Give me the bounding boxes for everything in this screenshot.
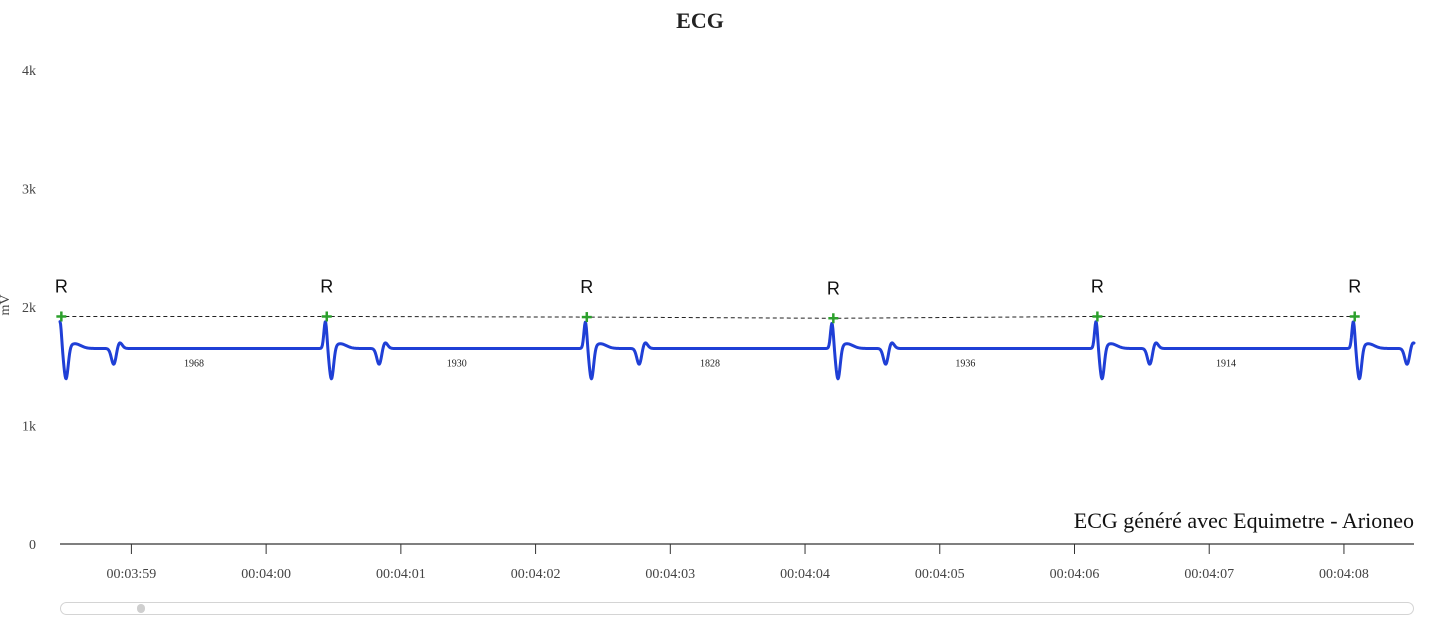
rr-interval-line <box>590 316 830 319</box>
x-tick-label: 00:04:06 <box>1050 567 1100 582</box>
r-peak-label: R <box>55 276 68 296</box>
rr-interval-label: 1914 <box>1216 358 1236 369</box>
y-axis-ticks: 0 1k 2k 3k 4k <box>22 64 36 553</box>
rr-interval-line <box>330 315 583 318</box>
x-tick-label: 00:04:05 <box>915 567 965 582</box>
chart-credit: ECG généré avec Equimetre - Arioneo <box>1074 508 1414 533</box>
rr-interval-label: 1968 <box>184 358 204 369</box>
rr-interval-labels: 1968 1930 1828 1936 1914 <box>184 358 1236 369</box>
r-peak-label: R <box>1091 276 1104 296</box>
r-peak-label: R <box>827 278 840 298</box>
x-tick-label: 00:04:04 <box>780 567 830 582</box>
ecg-series-line <box>58 320 1416 381</box>
y-tick-label: 3k <box>22 183 36 198</box>
time-scrollbar[interactable] <box>60 602 1414 615</box>
y-tick-label: 4k <box>22 64 36 79</box>
y-tick-label: 1k <box>22 420 36 435</box>
scrollbar-thumb[interactable] <box>137 604 145 613</box>
x-axis: 00:03:59 00:04:00 00:04:01 00:04:02 00:04:03… <box>60 543 1414 582</box>
chart-title: ECG <box>676 8 724 33</box>
x-tick-label: 00:04:03 <box>645 567 695 582</box>
y-tick-label: 0 <box>29 538 36 553</box>
r-peak-label: R <box>580 277 593 297</box>
rr-interval-lines <box>65 315 1351 319</box>
x-tick-label: 00:04:01 <box>376 567 426 582</box>
r-peak-label: R <box>320 276 333 296</box>
r-peak-label: R <box>1348 276 1361 296</box>
x-tick-label: 00:04:02 <box>511 567 561 582</box>
rr-interval-line <box>837 315 1094 319</box>
y-axis-label: mV <box>0 295 13 316</box>
rr-interval-label: 1930 <box>447 358 467 369</box>
rr-interval-label: 1828 <box>700 358 720 369</box>
x-tick-label: 00:04:07 <box>1184 567 1234 582</box>
x-tick-label: 00:04:00 <box>241 567 291 582</box>
y-tick-label: 2k <box>22 301 36 316</box>
x-tick-label: 00:03:59 <box>107 567 157 582</box>
x-tick-label: 00:04:08 <box>1319 567 1369 582</box>
rr-interval-label: 1936 <box>955 358 975 369</box>
